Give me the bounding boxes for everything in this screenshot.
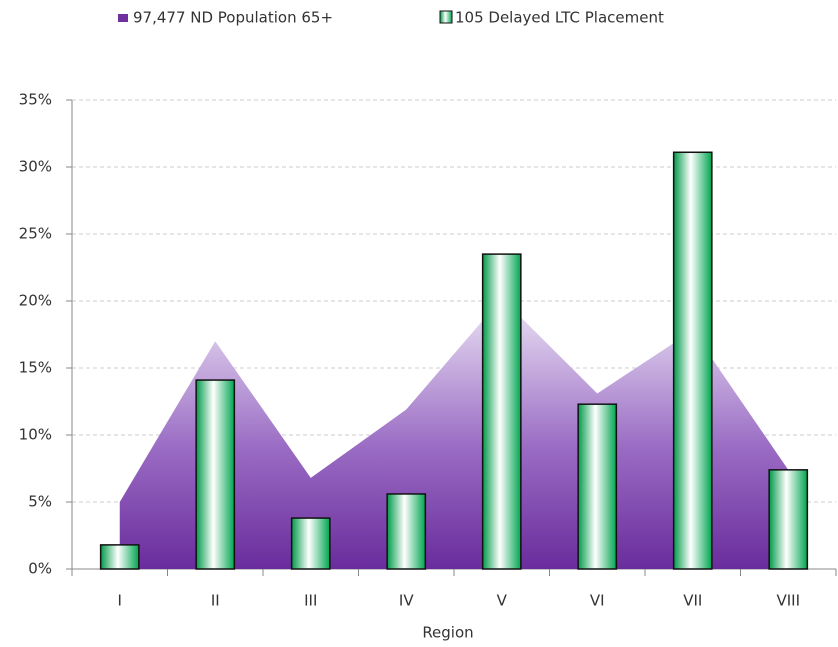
- x-tick-label: IV: [399, 592, 414, 610]
- bar: [672, 151, 713, 570]
- x-tick-label: III: [304, 592, 317, 610]
- legend-swatch: [118, 14, 128, 22]
- y-tick-label: 10%: [19, 426, 52, 444]
- bar: [768, 469, 809, 570]
- y-tick-label: 35%: [19, 91, 52, 109]
- y-tick-label: 25%: [19, 225, 52, 243]
- x-axis-title: Region: [422, 624, 473, 642]
- bar: [290, 517, 331, 570]
- bar: [195, 379, 236, 570]
- y-tick-label: 5%: [28, 493, 52, 511]
- x-tick-label: I: [118, 592, 122, 610]
- legend-label: 105 Delayed LTC Placement: [455, 9, 664, 27]
- x-tick-label: VIII: [776, 592, 800, 610]
- x-tick-label: V: [497, 592, 508, 610]
- x-tick-label: VII: [683, 592, 702, 610]
- bar: [99, 544, 140, 570]
- y-tick-label: 0%: [28, 560, 52, 578]
- x-tick-label: VI: [590, 592, 605, 610]
- bar: [386, 493, 427, 570]
- area: [119, 298, 789, 569]
- legend-swatch: [439, 10, 453, 24]
- y-tick-label: 20%: [19, 292, 52, 310]
- bar: [481, 253, 522, 570]
- y-tick-label: 30%: [19, 158, 52, 176]
- x-tick-label: II: [211, 592, 220, 610]
- legend-label: 97,477 ND Population 65+: [133, 9, 333, 27]
- bar: [577, 403, 618, 570]
- y-tick-label: 15%: [19, 359, 52, 377]
